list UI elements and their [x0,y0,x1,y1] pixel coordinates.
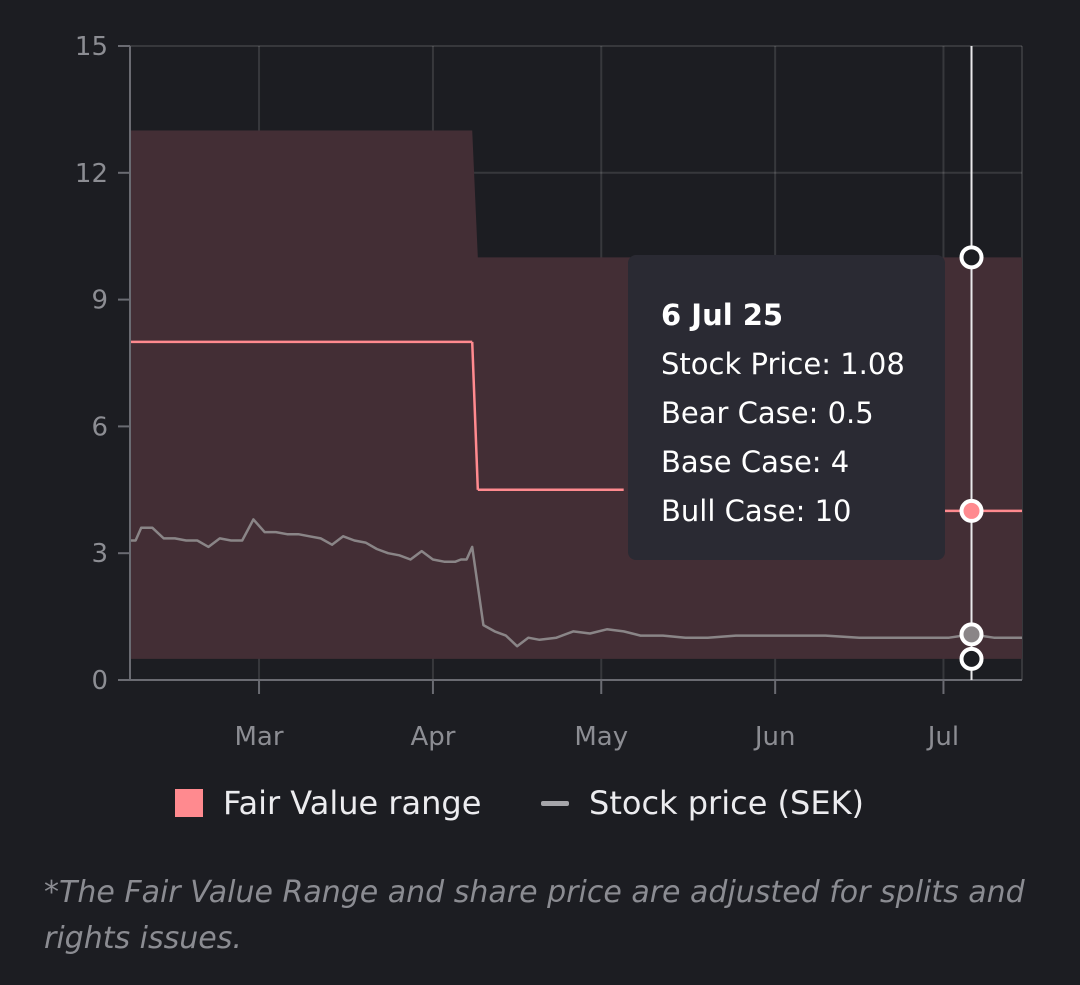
tooltip: 6 Jul 25 Stock Price: 1.08 Bear Case: 0.… [628,255,945,560]
tooltip-bear-case: Bear Case: 0.5 [661,396,874,430]
bull-case-point [959,245,984,270]
legend-fair-value-label: Fair Value range [223,784,482,822]
bear-case-point [959,646,984,671]
tooltip-date: 6 Jul 25 [661,298,784,332]
y-tick-label-3: 3 [91,539,108,569]
tooltip-base-case: Base Case: 4 [661,445,850,479]
x-tick-label-may: May [574,722,628,752]
footnote: *The Fair Value Range and share price ar… [44,875,1025,956]
legend-fair-value[interactable]: Fair Value range [175,778,481,828]
tooltip-bull-case: Bull Case: 10 [661,494,852,528]
base-case-path [130,340,1022,513]
y-tick-label-12: 12 [75,159,108,189]
y-tick-label-0: 0 [91,666,108,696]
legend-stock-price-label: Stock price (SEK) [589,784,865,822]
base-case-line [130,340,1022,513]
fair-value-swatch [175,789,203,817]
stock-price-path [130,518,1022,648]
x-tick-label-jun: Jun [753,722,796,752]
y-tick-label-6: 6 [91,412,108,442]
x-tick-label-apr: Apr [410,722,455,752]
base-case-point [959,498,984,523]
axes: 0 3 6 9 12 15 Mar Apr May Jun Jul [75,32,1022,752]
legend-stock-price[interactable]: Stock price (SEK) [541,778,864,828]
x-tick-label-jul: Jul [926,722,959,752]
y-tick-label-9: 9 [91,286,108,316]
x-tick-label-mar: Mar [235,722,284,752]
stock-price-dash [541,800,569,806]
tooltip-stock-price: Stock Price: 1.08 [661,347,905,381]
y-tick-label-15: 15 [75,32,108,62]
legend: Fair Value range Stock price (SEK) [0,778,1080,828]
stock-price-point [959,622,984,647]
cursor[interactable] [959,46,984,680]
stock-price-line [130,518,1022,648]
